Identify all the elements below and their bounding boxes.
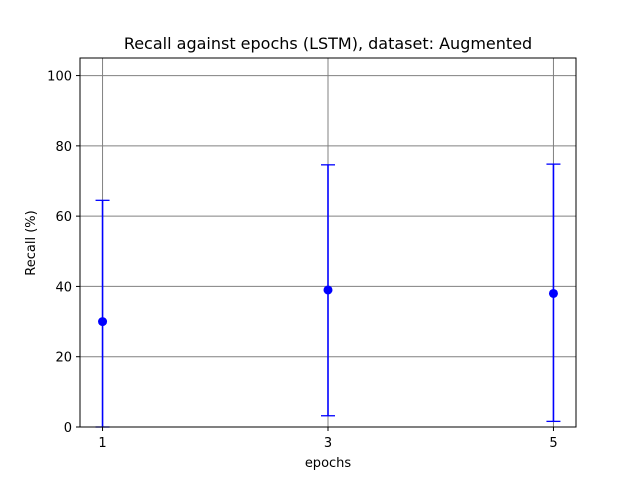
y-tick-label: 0 <box>64 421 72 436</box>
data-point <box>323 285 333 295</box>
y-axis-label: Recall (%) <box>24 210 39 275</box>
x-tick-label: 5 <box>549 436 557 451</box>
data-point <box>548 288 558 298</box>
x-tick-label: 1 <box>98 436 106 451</box>
x-axis-label: epochs <box>305 456 352 471</box>
y-tick-label: 100 <box>47 70 72 85</box>
x-tick-label: 3 <box>324 436 332 451</box>
y-tick-label: 60 <box>55 210 72 225</box>
y-tick-label: 40 <box>55 280 72 295</box>
axis-ticks: 1 3 5 0 20 40 60 80 100 <box>47 70 557 451</box>
chart-title: Recall against epochs (LSTM), dataset: A… <box>124 34 532 53</box>
y-tick-label: 20 <box>55 351 72 366</box>
y-tick-label: 80 <box>55 140 72 155</box>
data-point <box>98 317 108 327</box>
